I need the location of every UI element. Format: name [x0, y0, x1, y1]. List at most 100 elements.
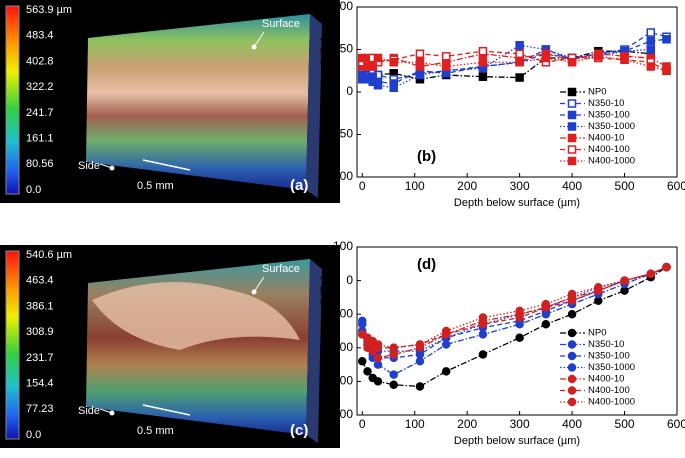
- data-point: [415, 340, 425, 349]
- x-tick-label: 0: [359, 417, 366, 431]
- panel-label: (b): [417, 148, 436, 165]
- data-point: [415, 382, 425, 391]
- y-tick-label: -100: [329, 169, 353, 183]
- data-point: [515, 333, 524, 342]
- data-point: [478, 58, 488, 67]
- colorbar-label: 0.0: [26, 184, 41, 196]
- annotation: Surface: [262, 263, 300, 275]
- data-point: [357, 320, 367, 329]
- data-point: [478, 313, 488, 322]
- legend-marker: [567, 87, 577, 97]
- x-tick-label: 500: [615, 179, 635, 193]
- data-point: [646, 269, 656, 279]
- pointer: [253, 31, 265, 48]
- data-point: [441, 340, 451, 349]
- data-point: [620, 55, 629, 64]
- data-point: [662, 66, 671, 75]
- data-point: [478, 72, 488, 81]
- data-point: [363, 72, 372, 81]
- x-tick-label: 600: [667, 417, 685, 431]
- image-a: [0, 0, 340, 203]
- block-side: [306, 259, 322, 443]
- data-point: [662, 35, 671, 44]
- surface-block: [86, 14, 310, 190]
- legend-marker: [567, 351, 577, 361]
- data-point: [594, 283, 603, 292]
- data-point: [389, 370, 398, 379]
- y-tick-label: -200: [329, 340, 353, 354]
- data-point: [357, 356, 367, 366]
- data-point: [567, 309, 577, 319]
- panel-label: (d): [417, 256, 436, 273]
- x-axis-label: Depth below surface (µm): [454, 435, 580, 447]
- data-point: [373, 360, 383, 369]
- data-point: [478, 320, 488, 329]
- colorbar-label: 77.23: [26, 403, 54, 415]
- colorbar-label: 161.1: [26, 132, 54, 144]
- pointer-dot: [251, 44, 257, 50]
- x-axis-label: Depth below surface (µm): [454, 197, 580, 209]
- plot-frame: [356, 246, 678, 416]
- data-point: [646, 62, 656, 71]
- pointer-dot: [109, 165, 115, 171]
- data-point: [541, 320, 551, 329]
- legend-marker: [567, 386, 577, 395]
- data-point: [389, 83, 398, 92]
- colorbar-label: 563.9 µm: [26, 4, 72, 16]
- data-point: [441, 52, 451, 61]
- data-point: [373, 80, 383, 90]
- legend-label: N400-1000: [588, 156, 635, 167]
- x-tick-label: 300: [510, 179, 530, 193]
- data-point: [515, 73, 524, 82]
- data-point: [415, 70, 425, 80]
- colorbar-label: 241.7: [26, 107, 54, 119]
- pointer: [253, 276, 265, 293]
- colorbar: [5, 5, 20, 195]
- x-tick-label: 400: [562, 417, 582, 431]
- x-tick-label: 400: [562, 179, 582, 193]
- data-point: [567, 289, 577, 299]
- x-tick-label: 0: [359, 179, 366, 193]
- legend-label: N400-100: [588, 385, 630, 396]
- data-point: [567, 296, 577, 306]
- legend-label: N400-100: [588, 144, 630, 155]
- pointer-dot: [251, 289, 257, 295]
- data-point: [662, 262, 671, 272]
- x-tick-label: 100: [405, 417, 425, 431]
- data-point: [441, 326, 451, 336]
- annotation: Surface: [262, 18, 300, 30]
- x-tick-label: 300: [510, 417, 530, 431]
- colorbar-label: 540.6 µm: [26, 249, 72, 261]
- colorbar-label: 322.2: [26, 81, 54, 93]
- data-point: [594, 296, 603, 306]
- data-point: [373, 377, 383, 386]
- colorbar-label: 0.0: [26, 429, 41, 441]
- data-point: [646, 36, 656, 46]
- legend-marker: [567, 328, 577, 338]
- legend-label: N350-1000: [588, 362, 635, 373]
- data-point: [441, 367, 451, 376]
- legend-label: N350-100: [588, 110, 630, 121]
- y-tick-label: 0: [346, 84, 353, 98]
- pointer-dot: [109, 410, 115, 416]
- colorbar-label: 154.4: [26, 377, 54, 389]
- scale-label: 0.5 mm: [137, 425, 174, 437]
- data-point: [646, 45, 656, 54]
- colorbar-label: 402.8: [26, 55, 54, 67]
- block-side: [306, 14, 322, 198]
- series-line: [361, 266, 667, 349]
- legend-label: N400-10: [588, 133, 624, 144]
- data-point: [415, 58, 425, 67]
- colorbar: [5, 250, 20, 440]
- x-tick-label: 200: [457, 417, 477, 431]
- data-point: [478, 350, 488, 359]
- legend-label: N350-10: [588, 98, 624, 109]
- y-tick-label: 0: [346, 273, 353, 287]
- legend-marker: [567, 122, 577, 131]
- legend-marker: [567, 374, 577, 384]
- legend-label: NP0: [588, 87, 606, 98]
- image-c: [0, 245, 340, 448]
- colorbar-label: 231.7: [26, 352, 54, 364]
- data-point: [515, 58, 524, 67]
- colorbar-label: 386.1: [26, 300, 54, 312]
